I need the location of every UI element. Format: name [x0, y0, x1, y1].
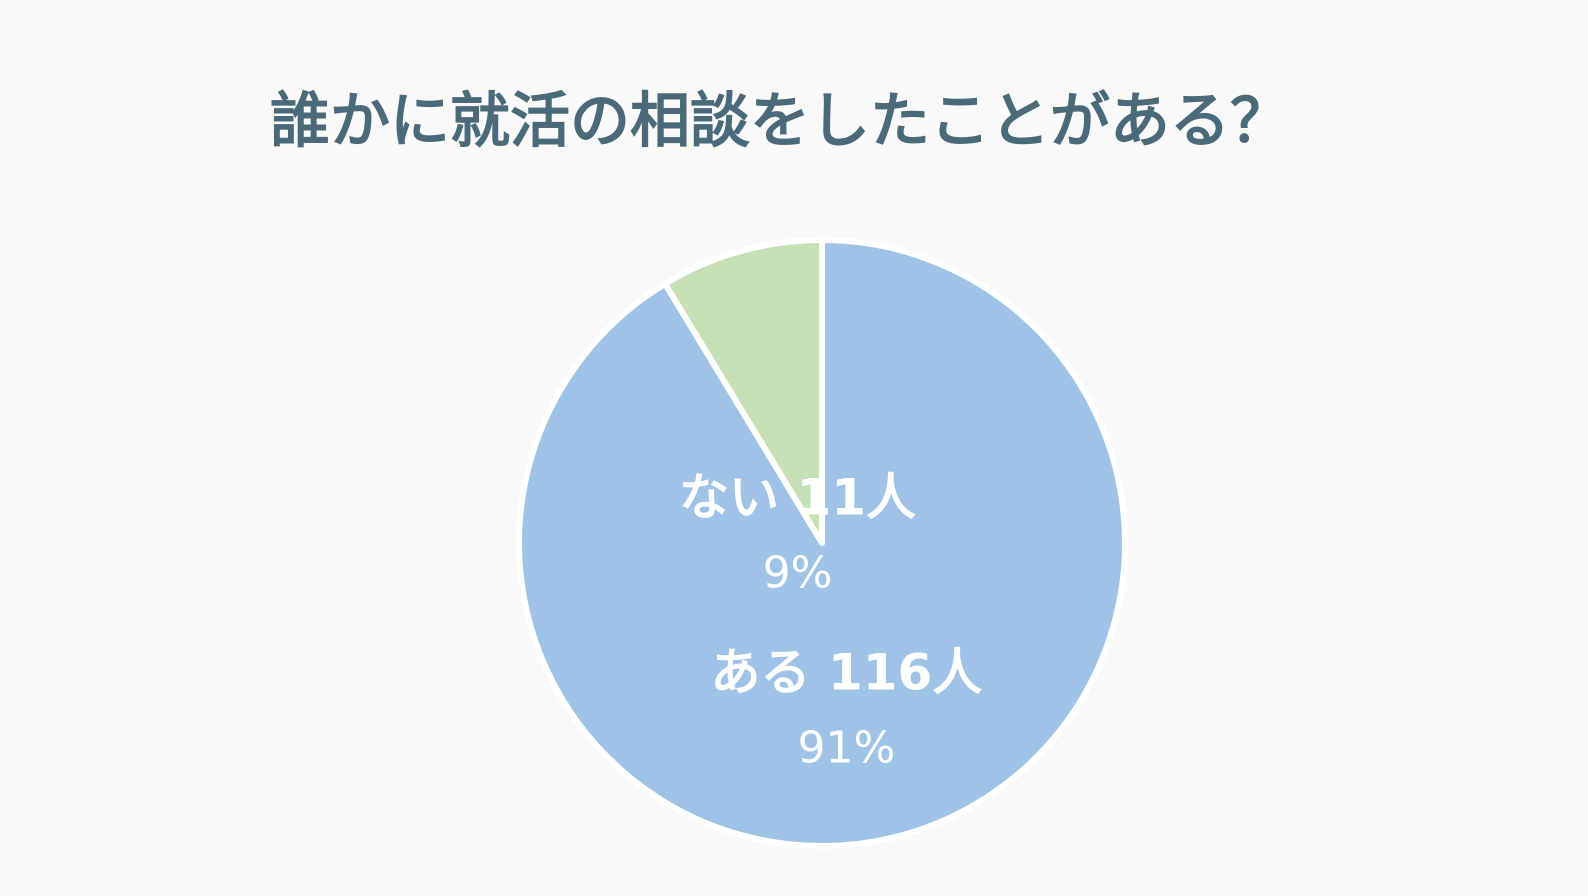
percent-label: 9% — [763, 547, 833, 598]
slice-label: ない 11人 — [679, 468, 916, 526]
category-label: ない — [679, 468, 779, 526]
slice-label: ある 116人 — [711, 643, 983, 701]
pie-slice — [662, 237, 825, 546]
category-label: ある — [711, 643, 811, 701]
value-label: 116人 — [828, 643, 982, 701]
percent-label: 91% — [798, 723, 896, 774]
chart-title: 誰かに就活の相談をしたことがある？ — [270, 87, 1290, 157]
value-label: 11人 — [796, 468, 916, 526]
